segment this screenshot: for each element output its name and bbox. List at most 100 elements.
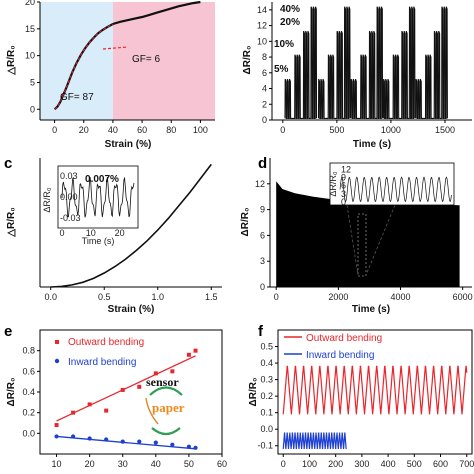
- panel-e-outward-point: [87, 402, 92, 407]
- panel-c-x-tick-label: 1.5: [205, 292, 218, 302]
- panel-c-inset-y-label: ΔR/R₀: [42, 187, 52, 213]
- panel-e-frame: [39, 329, 223, 455]
- panel-b-cycle-trace: [284, 6, 318, 119]
- panel-b-y-tick-label: 8: [262, 52, 267, 62]
- panel-e-inward-point: [120, 439, 125, 444]
- panel-b-y-tick-label: 4: [262, 84, 267, 94]
- panel-f-outward-trace: [282, 365, 468, 415]
- panel-e-legend-outward-marker: [55, 340, 59, 344]
- panel-d-inset-y-tick-label: 6: [341, 181, 346, 191]
- panel-f-x-tick-label: 200: [328, 459, 343, 469]
- panel-d-inset-trace: [339, 176, 452, 203]
- panel-c-response-curve: [50, 163, 212, 288]
- panel-c-inset-x-tick-label: 20: [115, 228, 125, 238]
- panel-a-y-tick-label: 5: [30, 77, 35, 87]
- panel-f-y-tick-label: 0.3: [260, 375, 273, 385]
- panel-a-x-label: Strain (%): [105, 139, 152, 150]
- panel-e-paper-icon: [145, 397, 159, 425]
- panel-e-legend-inward-marker: [54, 358, 60, 364]
- panel-e-x-tick-label: 30: [118, 459, 128, 469]
- panel-e-outward-point: [54, 423, 59, 428]
- panel-f-y-tick-label: -0.1: [257, 441, 273, 451]
- panel-e-legend-inward-label: Inward bending: [68, 357, 136, 368]
- panel-e-y-tick-label: 0.8: [22, 346, 35, 356]
- panel-e-inward-point: [186, 444, 192, 449]
- panel-d-x-tick-label: 4000: [391, 292, 411, 302]
- panel-e-outward-point: [153, 371, 158, 376]
- panel-d-inset-y-tick-label: 3: [341, 189, 346, 199]
- panel-c-x-label: Strain (%): [108, 304, 155, 315]
- panel-c-x-tick-label: 0.0: [44, 292, 57, 302]
- panel-e-y-tick-label: 0.6: [22, 366, 35, 376]
- panel-d-zoom-connector-left: [346, 204, 359, 276]
- panel-d-inset-y-tick-label: 0: [341, 197, 346, 207]
- panel-b-level-10: 10%: [274, 39, 294, 50]
- panel-e-outward-point: [120, 387, 125, 392]
- panel-e-inward-point: [54, 434, 59, 439]
- panel-a-gf-87-fit-line: [54, 23, 114, 110]
- panel-d-x-tick-label: 2000: [328, 292, 348, 302]
- panel-d-y-tick-label: 12: [255, 179, 265, 189]
- panel-f-x-tick-label: 600: [433, 459, 448, 469]
- panel-a-x-tick-label: 40: [108, 125, 118, 135]
- panel-b-y-tick-label: 10: [257, 36, 267, 46]
- panel-a-y-tick-label: 20: [25, 0, 35, 7]
- panel-f-x-tick-label: 700: [459, 459, 474, 469]
- panel-f-inward-trace: [282, 432, 347, 450]
- panel-a-y-tick-label: 10: [25, 51, 35, 61]
- panel-e: e 10 20 30 40 50 60 0.0 0.2 0.4 0.6 0.8 Outward be…: [4, 323, 227, 469]
- panel-d-y-tick-label: 6: [260, 230, 265, 240]
- panel-e-outward-point: [170, 369, 175, 374]
- panel-e-outward-fit-line: [56, 355, 196, 422]
- panel-b-y-label: ΔR/R₀: [242, 46, 253, 75]
- panel-a: 0 20 40 60 80 100 0 5 10 15 20 GF= 87 GF= 6 Strain…: [6, 0, 215, 150]
- panel-f-y-label: ΔR/R₀: [248, 378, 259, 407]
- panel-f-x-tick-label: 300: [354, 459, 369, 469]
- panel-e-inward-point: [170, 442, 175, 447]
- panel-a-region-high: [112, 2, 215, 120]
- panel-e-inward-point: [104, 437, 109, 442]
- panel-c-x-tick-label: 1.0: [152, 292, 165, 302]
- panel-a-y-tick-label: 15: [25, 24, 35, 34]
- panel-d-inset-y-tick-label: 9: [341, 173, 346, 183]
- panel-c: c 0.0 0.5 1.0 1.5 0 10 20 -0.03 0.00 0.03 0.007%…: [4, 155, 222, 315]
- panel-a-gf-87-annotation: GF= 87: [60, 92, 94, 103]
- panel-b-level-40: 40%: [280, 4, 300, 15]
- panel-e-inward-bend-icon: [151, 427, 181, 436]
- panel-a-x-tick-label: 100: [193, 125, 208, 135]
- panel-f-legend-outward-label: Outward bending: [306, 333, 382, 344]
- panel-d-x-tick-label: 6000: [453, 292, 473, 302]
- panel-f-y-tick-label: 0.1: [260, 408, 273, 418]
- panel-c-x-tick-label: 0.5: [98, 292, 111, 302]
- panel-a-gf-6-fit-line: [102, 46, 129, 50]
- panel-f-y-tick-label: 0.4: [260, 358, 273, 368]
- panel-b: 0 500 1000 1500 0 2 4 6 8 10 12 14 40% 20% 10% 5% T…: [242, 2, 472, 150]
- panel-b-cycle-trace: [317, 6, 351, 119]
- panel-e-outward-bend-icon: [149, 386, 183, 396]
- panel-a-gf-6-annotation: GF= 6: [132, 54, 161, 65]
- panel-b-x-tick-label: 1000: [381, 125, 401, 135]
- panel-b-x-tick-label: 500: [329, 125, 344, 135]
- panel-e-x-tick-label: 10: [52, 459, 62, 469]
- panel-a-x-tick-label: 0: [52, 125, 57, 135]
- panel-c-inset-y-tick-label: -0.03: [60, 213, 81, 223]
- panel-a-x-tick-label: 60: [137, 125, 147, 135]
- panel-d-x-label: Time (s): [352, 304, 390, 315]
- panel-e-inward-point: [153, 440, 158, 445]
- panel-f-y-tick-label: 0.2: [260, 391, 273, 401]
- panel-d-y-tick-label: 3: [260, 256, 265, 266]
- panel-e-outward-point: [104, 408, 109, 413]
- panel-e-legend-outward-label: Outward bending: [68, 337, 144, 348]
- panel-c-inset-x-tick-label: 0: [59, 228, 64, 238]
- panel-e-x-tick-label: 60: [217, 459, 227, 469]
- panel-f-x-tick-label: 400: [381, 459, 396, 469]
- panel-f-x-tick-label: 100: [302, 459, 317, 469]
- panel-c-inset-trace: [61, 176, 135, 218]
- panel-e-y-tick-label: 0.0: [22, 428, 35, 438]
- panel-f-y-tick-label: 0.0: [260, 424, 273, 434]
- panel-c-inset-x-tick-label: 10: [86, 228, 96, 238]
- panel-b-y-tick-label: 0: [262, 115, 267, 125]
- panel-d-zoom-connector-right: [365, 204, 396, 276]
- panel-f: f 0 100 200 300 400 500 600 700 -0.1 0.0 0.1 0.2 0.3…: [248, 323, 474, 469]
